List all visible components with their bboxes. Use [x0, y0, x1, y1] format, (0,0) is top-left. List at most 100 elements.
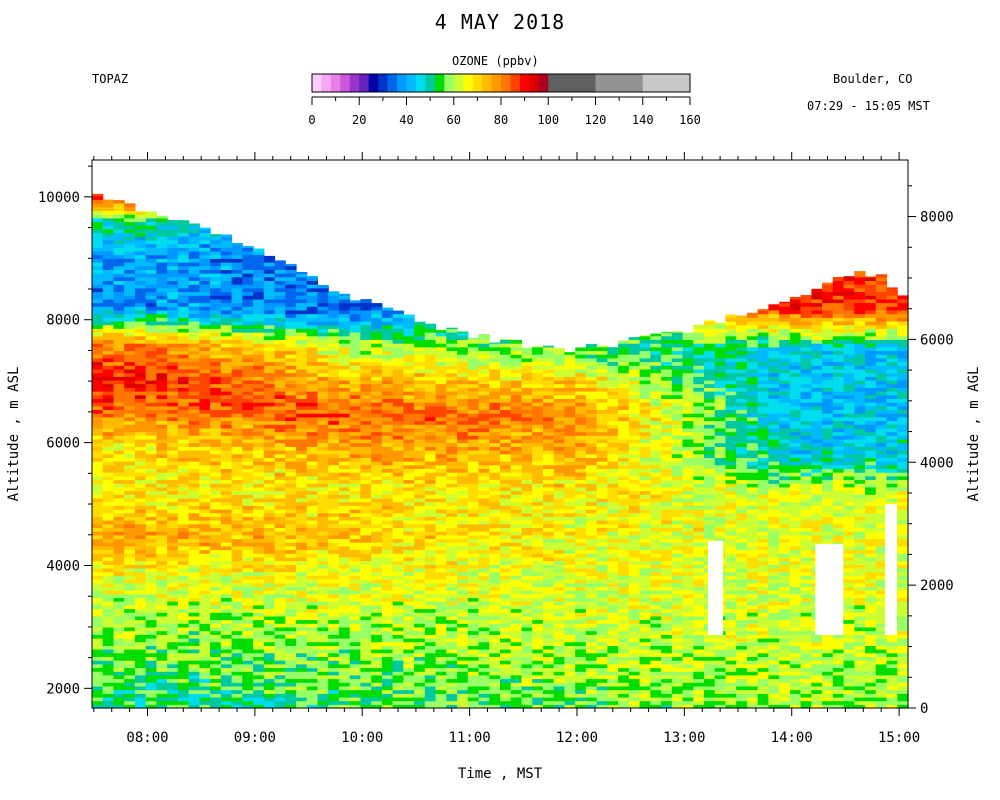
- heatmap-cell: [92, 368, 104, 374]
- colorbar-bin: [387, 74, 398, 92]
- heatmap-cell: [424, 416, 437, 422]
- heatmap-cell: [199, 494, 211, 499]
- heatmap-cell: [371, 523, 383, 528]
- heatmap-cell: [156, 490, 168, 495]
- heatmap-cell: [199, 567, 211, 573]
- heatmap-cell: [317, 354, 329, 359]
- heatmap-cell: [521, 497, 533, 503]
- heatmap-cell: [124, 634, 136, 639]
- heatmap-cell: [500, 538, 512, 543]
- heatmap-cell: [467, 379, 480, 385]
- heatmap-cell: [199, 457, 211, 462]
- heatmap-cell: [489, 464, 501, 469]
- heatmap-cell: [242, 446, 254, 451]
- heatmap-cell: [113, 534, 125, 540]
- heatmap-cell: [220, 671, 233, 676]
- heatmap-cell: [457, 505, 469, 510]
- heatmap-cell: [274, 667, 286, 672]
- heatmap-cell: [500, 531, 512, 536]
- heatmap-cell: [210, 509, 222, 514]
- heatmap-cell: [263, 667, 276, 672]
- heatmap-cell: [467, 649, 480, 654]
- heatmap-cell: [467, 512, 480, 517]
- heatmap-cell: [92, 597, 104, 602]
- heatmap-cell: [145, 472, 157, 477]
- heatmap-cell: [177, 321, 190, 326]
- heatmap-cell: [285, 626, 297, 632]
- heatmap-cell: [274, 453, 286, 458]
- heatmap-cell: [414, 438, 426, 444]
- heatmap-cell: [102, 634, 114, 639]
- heatmap-cell: [263, 328, 276, 333]
- heatmap-cell: [167, 545, 179, 551]
- heatmap-cell: [435, 590, 447, 595]
- heatmap-cell: [253, 376, 265, 381]
- heatmap-cell: [242, 619, 254, 624]
- heatmap-cell: [210, 236, 222, 241]
- heatmap-cell: [145, 453, 157, 458]
- heatmap-cell: [210, 556, 222, 562]
- heatmap-cell: [210, 413, 222, 418]
- heatmap-cell: [435, 483, 447, 488]
- heatmap-cell: [231, 265, 243, 270]
- heatmap-cell: [510, 387, 522, 392]
- heatmap-cell: [145, 405, 157, 410]
- heatmap-cell: [510, 649, 522, 654]
- heatmap-cell: [457, 431, 469, 436]
- heatmap-cell: [510, 678, 522, 683]
- heatmap-cell: [92, 457, 104, 462]
- heatmap-cell: [124, 427, 136, 433]
- heatmap-cell: [188, 232, 200, 237]
- heatmap-cell: [489, 564, 501, 569]
- heatmap-cell: [381, 571, 394, 576]
- colorbar-bin: [321, 74, 332, 92]
- heatmap-cell: [328, 357, 340, 363]
- heatmap-cell: [199, 619, 211, 624]
- heatmap-cell: [478, 656, 490, 661]
- heatmap-cell: [489, 682, 501, 687]
- heatmap-cell: [328, 339, 340, 344]
- heatmap-cell: [145, 402, 157, 407]
- heatmap-cell: [414, 685, 426, 691]
- heatmap-cell: [306, 413, 318, 418]
- heatmap-cell: [328, 671, 340, 676]
- heatmap-cell: [381, 531, 394, 536]
- heatmap-cell: [349, 446, 361, 451]
- heatmap-cell: [317, 667, 329, 672]
- heatmap-cell: [371, 464, 383, 469]
- heatmap-cell: [113, 420, 125, 425]
- heatmap-cell: [167, 287, 179, 293]
- heatmap-cell: [317, 671, 329, 676]
- heatmap-cell: [360, 656, 372, 661]
- heatmap-cell: [414, 538, 426, 543]
- heatmap-cell: [210, 520, 222, 525]
- heatmap-cell: [435, 538, 447, 543]
- heatmap-cell: [134, 317, 147, 322]
- heatmap-cell: [231, 626, 243, 632]
- heatmap-cell: [392, 671, 404, 676]
- heatmap-cell: [467, 361, 480, 366]
- heatmap-cell: [328, 623, 340, 628]
- heatmap-cell: [457, 424, 469, 429]
- heatmap-cell: [220, 368, 233, 374]
- heatmap-cell: [296, 402, 308, 407]
- heatmap-cell: [446, 638, 458, 643]
- heatmap-cell: [392, 604, 404, 610]
- heatmap-cell: [467, 442, 480, 447]
- heatmap-cell: [113, 601, 125, 606]
- heatmap-cell: [145, 398, 157, 403]
- heatmap-cell: [392, 626, 404, 632]
- heatmap-cell: [510, 604, 522, 610]
- heatmap-cell: [199, 287, 211, 293]
- heatmap-cell: [306, 350, 318, 355]
- heatmap-cell: [317, 332, 329, 337]
- heatmap-cell: [134, 549, 147, 554]
- heatmap-cell: [274, 260, 286, 263]
- heatmap-cell: [92, 619, 104, 624]
- heatmap-cell: [177, 427, 190, 433]
- heatmap-cell: [371, 626, 383, 632]
- heatmap-cell: [489, 350, 501, 355]
- heatmap-cell: [306, 523, 318, 528]
- heatmap-cell: [124, 324, 136, 329]
- heatmap-cell: [306, 678, 318, 683]
